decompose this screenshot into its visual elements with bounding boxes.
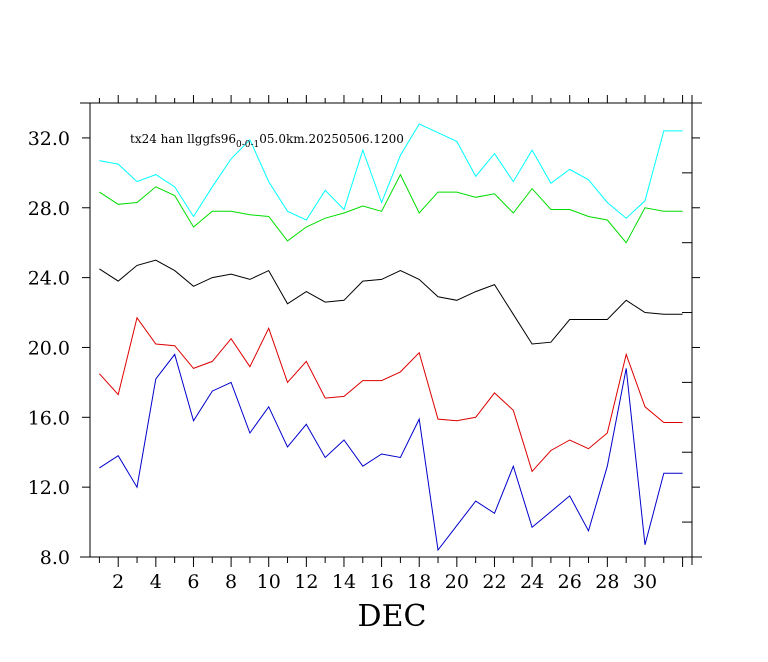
x-tick-label: 28 xyxy=(595,571,619,593)
y-tick-label: 8.0 xyxy=(40,547,70,569)
plot-frame xyxy=(80,95,702,565)
x-tick-label: 22 xyxy=(482,571,506,593)
series-group xyxy=(99,123,683,552)
x-tick-label: 18 xyxy=(407,571,431,593)
series-line-1 xyxy=(99,123,683,221)
series-line-4 xyxy=(99,316,683,473)
y-axis: 8.0 12.0 16.0 20.0 24.0 28.0 32.0 xyxy=(28,128,700,569)
y-tick-label: 24.0 xyxy=(28,268,70,290)
x-tick-label: 16 xyxy=(370,571,394,593)
series-line-3 xyxy=(99,259,683,345)
x-axis: 2 4 6 8 10 12 14 16 18 20 22 24 26 28 30 xyxy=(98,95,684,593)
y-tick-label: 32.0 xyxy=(28,128,70,150)
x-tick-label: 6 xyxy=(187,571,199,593)
title-main: tx24 han llggfs96 xyxy=(130,132,236,146)
x-tick-label: 2 xyxy=(112,571,124,593)
series-line-5 xyxy=(99,353,683,552)
title-subscript: 0-0-1 xyxy=(236,140,259,150)
x-tick-label: 24 xyxy=(520,571,544,593)
x-tick-label: 30 xyxy=(633,571,657,593)
y-tick-label: 16.0 xyxy=(28,407,70,429)
series-line-2 xyxy=(99,173,683,244)
x-tick-label: 8 xyxy=(225,571,237,593)
y-tick-label: 20.0 xyxy=(28,337,70,359)
x-tick-label: 12 xyxy=(294,571,318,593)
title-rest: 05.0km.20250506.1200 xyxy=(259,132,404,146)
y-tick-label: 28.0 xyxy=(28,198,70,220)
x-tick-label: 10 xyxy=(257,571,281,593)
x-tick-label: 26 xyxy=(558,571,582,593)
x-tick-label: 14 xyxy=(332,571,356,593)
x-axis-title: DEC xyxy=(358,599,427,634)
x-tick-label: 4 xyxy=(150,571,162,593)
y-tick-label: 12.0 xyxy=(28,477,70,499)
chart-title: tx24 han llggfs960-0-105.0km.20250506.12… xyxy=(130,132,404,150)
x-tick-label: 20 xyxy=(445,571,469,593)
